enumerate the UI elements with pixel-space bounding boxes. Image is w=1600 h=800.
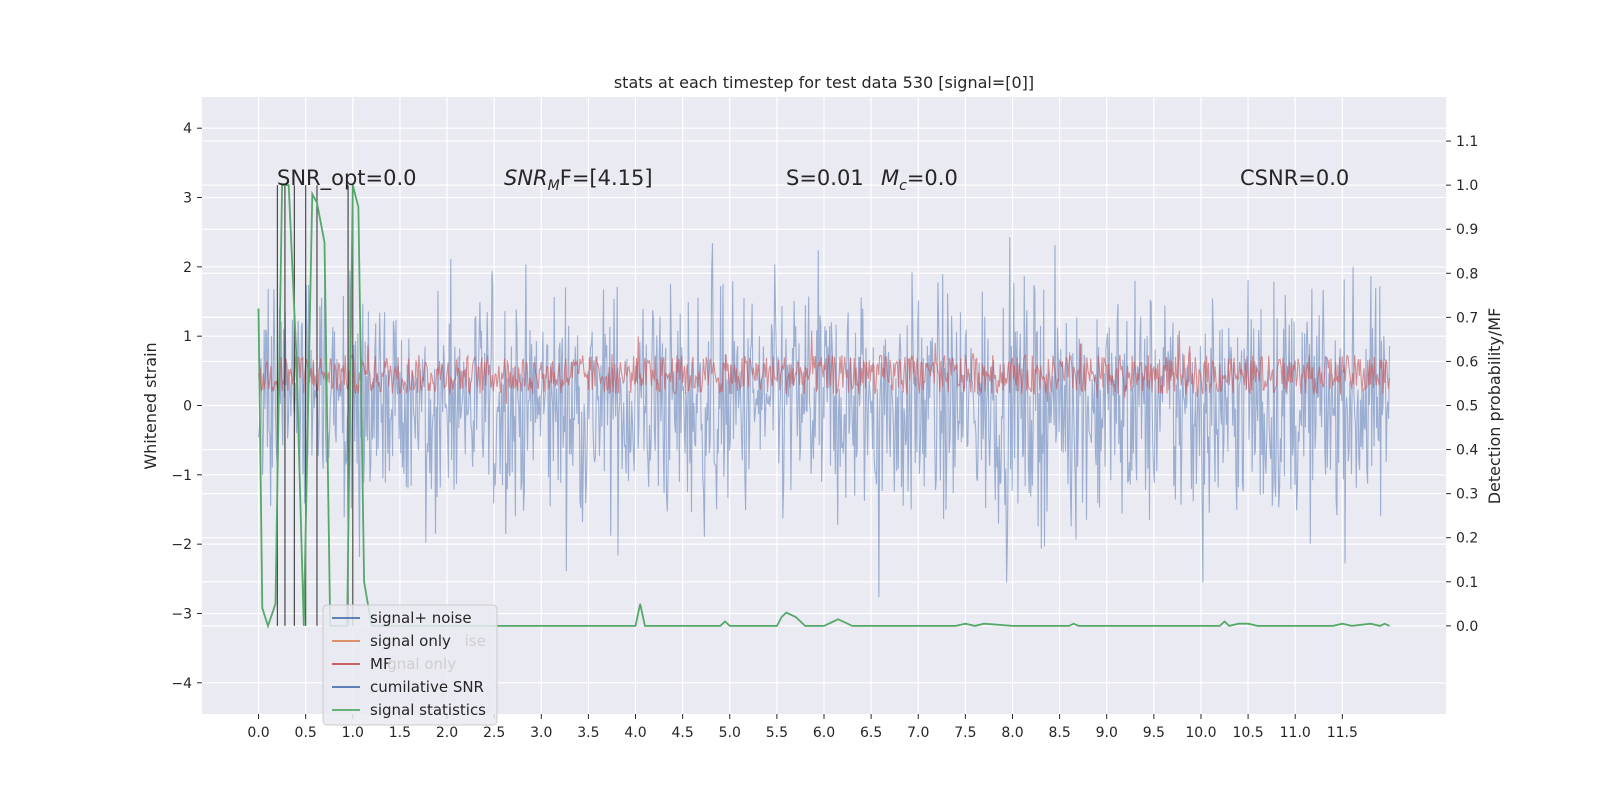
x-tick-label: 11.5: [1327, 725, 1358, 741]
legend-label: signal statistics: [370, 701, 486, 719]
x-tick-label: 11.0: [1280, 725, 1311, 741]
x-tick-label: 2.5: [483, 725, 505, 741]
y-tick-label: −1: [171, 468, 192, 484]
chart-title: stats at each timestep for test data 530…: [614, 73, 1034, 92]
annotation-s: S=0.01: [786, 166, 864, 190]
legend-label: cumilative SNR: [370, 678, 484, 696]
y-tick-label: −3: [171, 606, 192, 622]
annotation-snr-opt: SNR_opt=0.0: [277, 166, 417, 191]
x-tick-label: 3.0: [530, 725, 552, 741]
series-mf: [257, 330, 1391, 404]
x-tick-label: 9.5: [1143, 725, 1165, 741]
x-tick-label: 9.0: [1096, 725, 1118, 741]
legend-ghost-text: ise: [465, 632, 486, 650]
y2-tick-label: 1.0: [1456, 178, 1478, 194]
legend-label: MF: [370, 655, 392, 673]
y2-axis-label: Detection probability/MF: [1485, 308, 1504, 505]
x-tick-label: 0.5: [295, 725, 317, 741]
annotation-csnr: CSNR=0.0: [1240, 166, 1349, 190]
y2-tick-label: 0.0: [1456, 619, 1478, 635]
y2-tick-label: 0.7: [1456, 310, 1478, 326]
series-line-mf: [257, 330, 1391, 404]
ticks: 0.0 0.5 1.0 1.5 2.0 2.5 3.0 3.5 4.0 4.5 5.0 5.5 6.0 6…: [171, 121, 1478, 741]
y-tick-label: −2: [171, 537, 192, 553]
legend-ghost-text: gnal only: [387, 655, 456, 673]
x-tick-label: 5.0: [719, 725, 741, 741]
y2-tick-label: 0.6: [1456, 354, 1478, 370]
legend-label: signal+ noise: [370, 609, 472, 627]
y-tick-label: 1: [183, 329, 192, 345]
x-tick-label: 4.5: [672, 725, 694, 741]
legend-label: signal only: [370, 632, 451, 650]
y2-tick-label: 1.1: [1456, 134, 1478, 150]
y2-tick-label: 0.3: [1456, 487, 1478, 503]
x-tick-label: 1.5: [389, 725, 411, 741]
y-tick-label: 3: [183, 191, 192, 207]
annotation-snr-mf: SNRMF=[4.15]: [504, 166, 653, 194]
x-tick-label: 10.0: [1185, 725, 1216, 741]
y-tick-label: 2: [183, 260, 192, 276]
x-tick-label: 6.0: [813, 725, 835, 741]
y-tick-label: 4: [183, 121, 192, 137]
x-tick-label: 3.5: [577, 725, 599, 741]
x-tick-label: 7.5: [954, 725, 976, 741]
y2-tick-label: 0.2: [1456, 531, 1478, 547]
x-tick-label: 4.0: [624, 725, 646, 741]
x-tick-label: 5.5: [766, 725, 788, 741]
y2-tick-label: 0.8: [1456, 266, 1478, 282]
x-tick-label: 6.5: [860, 725, 882, 741]
x-tick-label: 8.5: [1048, 725, 1070, 741]
y2-tick-label: 0.4: [1456, 443, 1478, 459]
x-tick-label: 1.0: [342, 725, 364, 741]
y2-tick-label: 0.9: [1456, 222, 1478, 238]
y2-tick-label: 0.5: [1456, 399, 1478, 415]
y-axis-label: Whitened strain: [141, 342, 160, 469]
x-tick-label: 10.5: [1233, 725, 1264, 741]
annotation-mc: Mc=0.0: [881, 166, 958, 194]
x-tick-label: 8.0: [1001, 725, 1023, 741]
legend-box: [322, 604, 498, 726]
y-tick-label: 0: [183, 399, 192, 415]
y2-tick-label: 0.1: [1456, 575, 1478, 591]
x-tick-label: 7.0: [907, 725, 929, 741]
x-tick-label: 2.0: [436, 725, 458, 741]
x-tick-label: 0.0: [247, 725, 269, 741]
y-tick-label: −4: [171, 676, 192, 692]
